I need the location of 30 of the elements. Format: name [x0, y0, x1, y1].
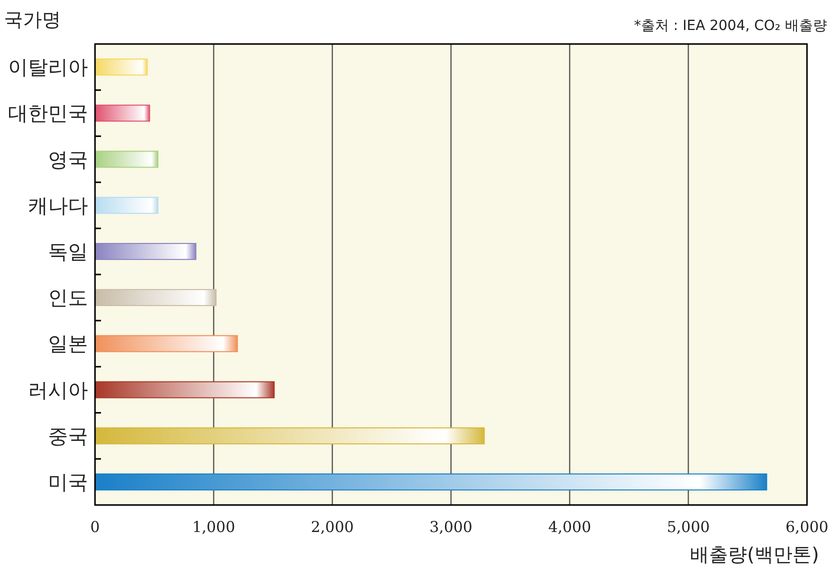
bar: [94, 58, 148, 76]
bar: [94, 242, 196, 260]
y-tick-label: 미국: [48, 470, 88, 494]
y-axis-title: 국가명: [4, 9, 61, 31]
y-tick-label: 중국: [48, 424, 88, 448]
y-tick-label: 이탈리아: [8, 55, 88, 80]
bar: [94, 335, 238, 352]
x-tick-label: 0: [90, 518, 100, 536]
bar: [94, 381, 275, 398]
bar: [94, 473, 768, 490]
y-tick-label: 대한민국: [8, 101, 88, 126]
x-tick-label: 4,000: [548, 518, 592, 536]
y-tick-label: 일본: [48, 332, 88, 356]
y-tick-label: 영국: [48, 147, 88, 172]
x-tick-label: 5,000: [666, 518, 710, 536]
bar: [94, 427, 485, 444]
text: *출처 : IEA 2004, CO₂ 배출량: [634, 18, 827, 34]
bar: [94, 150, 158, 168]
x-tick-label: 1,000: [192, 518, 236, 536]
x-tick-label: 6,000: [786, 518, 828, 536]
bar: [94, 104, 150, 122]
x-tick-label: 3,000: [430, 518, 472, 536]
y-tick-label: 캐나다: [28, 193, 88, 218]
bar: [94, 196, 158, 214]
y-tick-label: 러시아: [28, 378, 88, 402]
bar: [94, 289, 217, 306]
x-axis-title: 배출량(백만톤): [690, 544, 819, 566]
x-tick-label: 2,000: [310, 518, 354, 536]
y-tick-label: 독일: [48, 239, 88, 264]
y-tick-label: 인도: [48, 286, 88, 310]
